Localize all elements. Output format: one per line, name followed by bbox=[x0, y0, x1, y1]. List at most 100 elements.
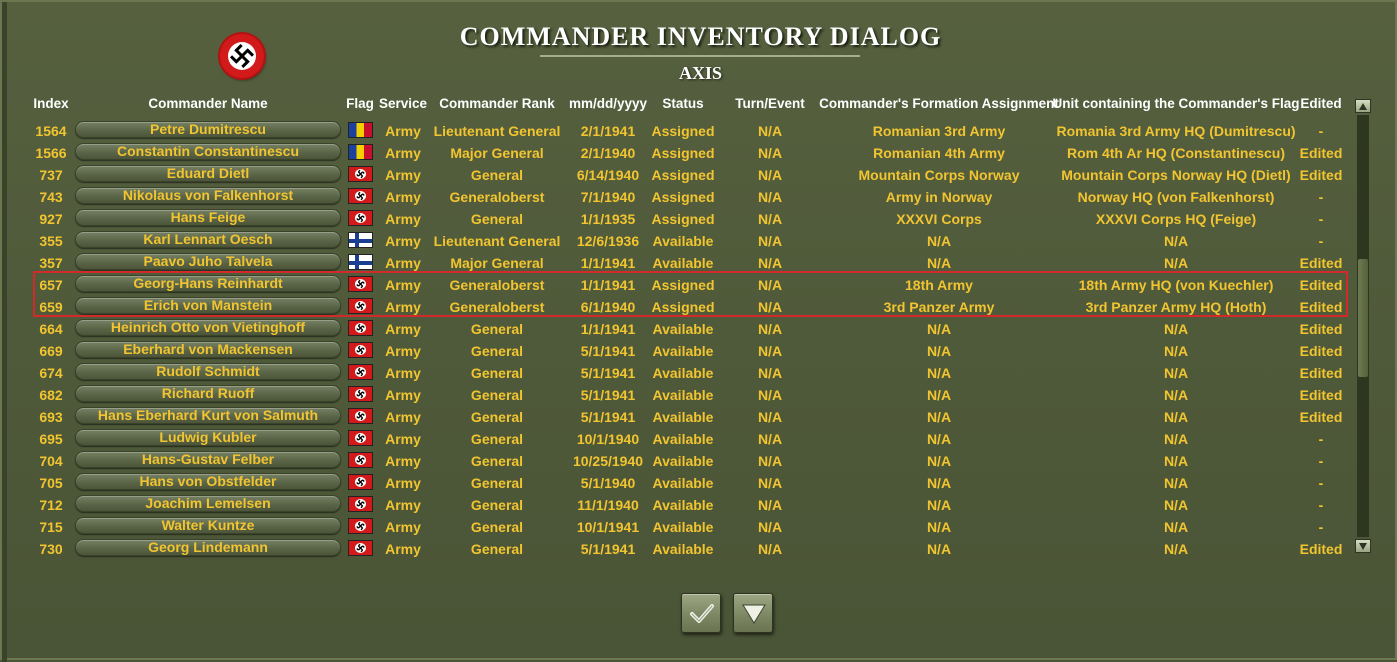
row-index: 695 bbox=[39, 431, 63, 447]
row-rank: Generaloberst bbox=[449, 189, 545, 205]
row-formation: XXXVI Corps bbox=[896, 211, 982, 227]
row-index: 1564 bbox=[35, 123, 67, 139]
commander-name-button[interactable]: Eberhard von Mackensen bbox=[75, 341, 341, 358]
table-row[interactable]: 657 Georg-Hans Reinhardt Army Generaloberst… bbox=[2, 274, 1397, 296]
header-service[interactable]: Service bbox=[378, 96, 428, 111]
germany-flag-icon bbox=[348, 210, 373, 226]
commander-name-button[interactable]: Joachim Lemelsen bbox=[75, 495, 341, 512]
row-date: 5/1/1941 bbox=[580, 409, 636, 425]
germany-flag-icon bbox=[348, 342, 373, 358]
table-row[interactable]: 693 Hans Eberhard Kurt von Salmuth Army Gen… bbox=[2, 406, 1397, 428]
header-commander-rank[interactable]: Commander Rank bbox=[439, 96, 555, 111]
commander-name-label: Richard Ruoff bbox=[161, 385, 255, 401]
commander-name-button[interactable]: Richard Ruoff bbox=[75, 385, 341, 402]
commander-name-button[interactable]: Georg Lindemann bbox=[75, 539, 341, 556]
table-row[interactable]: 674 Rudolf Schmidt Army General 5/1/1941 Avai… bbox=[2, 362, 1397, 384]
row-status: Available bbox=[652, 475, 714, 491]
header-commander-name[interactable]: Commander Name bbox=[148, 96, 268, 111]
next-button[interactable] bbox=[733, 593, 773, 633]
table-row[interactable]: 664 Heinrich Otto von Vietinghoff Army Gene… bbox=[2, 318, 1397, 340]
row-status: Assigned bbox=[651, 145, 715, 161]
header-flag[interactable]: Flag bbox=[346, 96, 374, 111]
table-row[interactable]: 705 Hans von Obstfelder Army General 5/1/194… bbox=[2, 472, 1397, 494]
table-row[interactable]: 1564 Petre Dumitrescu Army Lieutenant Gener… bbox=[2, 120, 1397, 142]
scrollbar[interactable] bbox=[1355, 99, 1371, 553]
table-row[interactable]: 669 Eberhard von Mackensen Army General 5/1/… bbox=[2, 340, 1397, 362]
table-row[interactable]: 704 Hans-Gustav Felber Army General 10/25/19… bbox=[2, 450, 1397, 472]
row-unit: 18th Army HQ (von Kuechler) bbox=[1078, 277, 1274, 293]
table-row[interactable]: 743 Nikolaus von Falkenhorst Army Generalob… bbox=[2, 186, 1397, 208]
table-row[interactable]: 695 Ludwig Kubler Army General 10/1/1940 Avai… bbox=[2, 428, 1397, 450]
row-formation: N/A bbox=[926, 431, 952, 447]
table-row[interactable]: 712 Joachim Lemelsen Army General 11/1/1940 A… bbox=[2, 494, 1397, 516]
row-unit: N/A bbox=[1163, 497, 1189, 513]
row-edited: Edited bbox=[1299, 277, 1343, 293]
row-date: 2/1/1941 bbox=[580, 123, 636, 139]
row-index: 669 bbox=[39, 343, 63, 359]
row-service: Army bbox=[385, 541, 421, 557]
row-turn-event: N/A bbox=[757, 519, 783, 535]
row-edited: Edited bbox=[1299, 321, 1343, 337]
row-unit: N/A bbox=[1163, 519, 1189, 535]
header-turn-event[interactable]: Turn/Event bbox=[735, 96, 805, 111]
commander-name-button[interactable]: Paavo Juho Talvela bbox=[75, 253, 341, 270]
commander-name-button[interactable]: Hans von Obstfelder bbox=[75, 473, 341, 490]
row-formation: N/A bbox=[926, 343, 952, 359]
header-date[interactable]: mm/dd/yyyy bbox=[568, 96, 648, 111]
header-unit-flag[interactable]: Unit containing the Commander's Flag bbox=[1052, 96, 1300, 111]
row-formation: N/A bbox=[926, 541, 952, 557]
commander-name-button[interactable]: Walter Kuntze bbox=[75, 517, 341, 534]
commander-name-button[interactable]: Erich von Manstein bbox=[75, 297, 341, 314]
row-formation: N/A bbox=[926, 255, 952, 271]
row-formation: N/A bbox=[926, 519, 952, 535]
table-row[interactable]: 357 Paavo Juho Talvela Army Major General 1/… bbox=[2, 252, 1397, 274]
row-formation: Mountain Corps Norway bbox=[858, 167, 1020, 183]
commander-name-button[interactable]: Rudolf Schmidt bbox=[75, 363, 341, 380]
germany-flag-icon bbox=[348, 518, 373, 534]
row-rank: Lieutenant General bbox=[433, 233, 561, 249]
finland-flag-icon bbox=[348, 232, 373, 248]
commander-name-button[interactable]: Karl Lennart Oesch bbox=[75, 231, 341, 248]
scroll-track[interactable] bbox=[1357, 115, 1369, 537]
row-formation: N/A bbox=[926, 453, 952, 469]
commander-name-button[interactable]: Nikolaus von Falkenhorst bbox=[75, 187, 341, 204]
table-row[interactable]: 659 Erich von Manstein Army Generaloberst 6/… bbox=[2, 296, 1397, 318]
row-index: 355 bbox=[39, 233, 63, 249]
row-date: 7/1/1940 bbox=[580, 189, 636, 205]
scroll-down-arrow-icon[interactable] bbox=[1355, 539, 1371, 553]
table-row[interactable]: 927 Hans Feige Army General 1/1/1935 Assigned… bbox=[2, 208, 1397, 230]
commander-name-button[interactable]: Ludwig Kubler bbox=[75, 429, 341, 446]
header-edited[interactable]: Edited bbox=[1300, 96, 1342, 111]
table-row[interactable]: 730 Georg Lindemann Army General 5/1/1941 Ava… bbox=[2, 538, 1397, 560]
header-index[interactable]: Index bbox=[33, 96, 69, 111]
scroll-thumb[interactable] bbox=[1358, 259, 1368, 377]
scroll-up-arrow-icon[interactable] bbox=[1355, 99, 1371, 113]
commander-name-label: Rudolf Schmidt bbox=[156, 363, 260, 379]
row-service: Army bbox=[385, 321, 421, 337]
row-date: 1/1/1941 bbox=[580, 255, 636, 271]
table-row[interactable]: 682 Richard Ruoff Army General 5/1/1941 Avail… bbox=[2, 384, 1397, 406]
commander-name-button[interactable]: Hans Feige bbox=[75, 209, 341, 226]
commander-name-button[interactable]: Eduard Dietl bbox=[75, 165, 341, 182]
confirm-button[interactable] bbox=[681, 593, 721, 633]
row-formation: N/A bbox=[926, 321, 952, 337]
row-index: 737 bbox=[39, 167, 63, 183]
table-row[interactable]: 715 Walter Kuntze Army General 10/1/1941 Avai… bbox=[2, 516, 1397, 538]
commander-name-button[interactable]: Hans Eberhard Kurt von Salmuth bbox=[75, 407, 341, 424]
germany-flag-icon bbox=[348, 364, 373, 380]
row-turn-event: N/A bbox=[757, 387, 783, 403]
table-row[interactable]: 1566 Constantin Constantinescu Army Major G… bbox=[2, 142, 1397, 164]
commander-name-button[interactable]: Heinrich Otto von Vietinghoff bbox=[75, 319, 341, 336]
commander-name-button[interactable]: Georg-Hans Reinhardt bbox=[75, 275, 341, 292]
header-status[interactable]: Status bbox=[662, 96, 704, 111]
row-rank: General bbox=[470, 387, 524, 403]
table-row[interactable]: 737 Eduard Dietl Army General 6/14/1940 Assig… bbox=[2, 164, 1397, 186]
row-date: 1/1/1941 bbox=[580, 277, 636, 293]
commander-name-button[interactable]: Constantin Constantinescu bbox=[75, 143, 341, 160]
row-turn-event: N/A bbox=[757, 475, 783, 491]
header-formation-assignment[interactable]: Commander's Formation Assignment bbox=[819, 96, 1059, 111]
commander-name-button[interactable]: Petre Dumitrescu bbox=[75, 121, 341, 138]
table-row[interactable]: 355 Karl Lennart Oesch Army Lieutenant Gene… bbox=[2, 230, 1397, 252]
commander-name-button[interactable]: Hans-Gustav Felber bbox=[75, 451, 341, 468]
row-unit: N/A bbox=[1163, 365, 1189, 381]
